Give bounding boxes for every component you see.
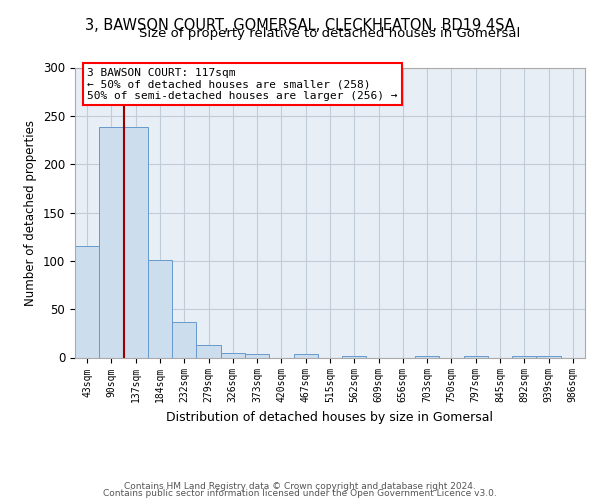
Bar <box>221 352 245 358</box>
X-axis label: Distribution of detached houses by size in Gomersal: Distribution of detached houses by size … <box>167 411 493 424</box>
Text: Contains HM Land Registry data © Crown copyright and database right 2024.: Contains HM Land Registry data © Crown c… <box>124 482 476 491</box>
Bar <box>124 128 148 358</box>
Bar <box>148 260 172 358</box>
Bar <box>512 356 536 358</box>
Bar <box>99 128 124 358</box>
Bar <box>245 354 269 358</box>
Bar <box>342 356 367 358</box>
Bar <box>536 356 561 358</box>
Bar <box>172 322 196 358</box>
Text: Contains public sector information licensed under the Open Government Licence v3: Contains public sector information licen… <box>103 490 497 498</box>
Bar <box>293 354 318 358</box>
Bar <box>196 345 221 358</box>
Bar <box>415 356 439 358</box>
Y-axis label: Number of detached properties: Number of detached properties <box>25 120 37 306</box>
Bar <box>464 356 488 358</box>
Title: Size of property relative to detached houses in Gomersal: Size of property relative to detached ho… <box>139 27 521 40</box>
Text: 3, BAWSON COURT, GOMERSAL, CLECKHEATON, BD19 4SA: 3, BAWSON COURT, GOMERSAL, CLECKHEATON, … <box>85 18 515 32</box>
Text: 3 BAWSON COURT: 117sqm
← 50% of detached houses are smaller (258)
50% of semi-de: 3 BAWSON COURT: 117sqm ← 50% of detached… <box>87 68 398 100</box>
Bar <box>75 246 99 358</box>
